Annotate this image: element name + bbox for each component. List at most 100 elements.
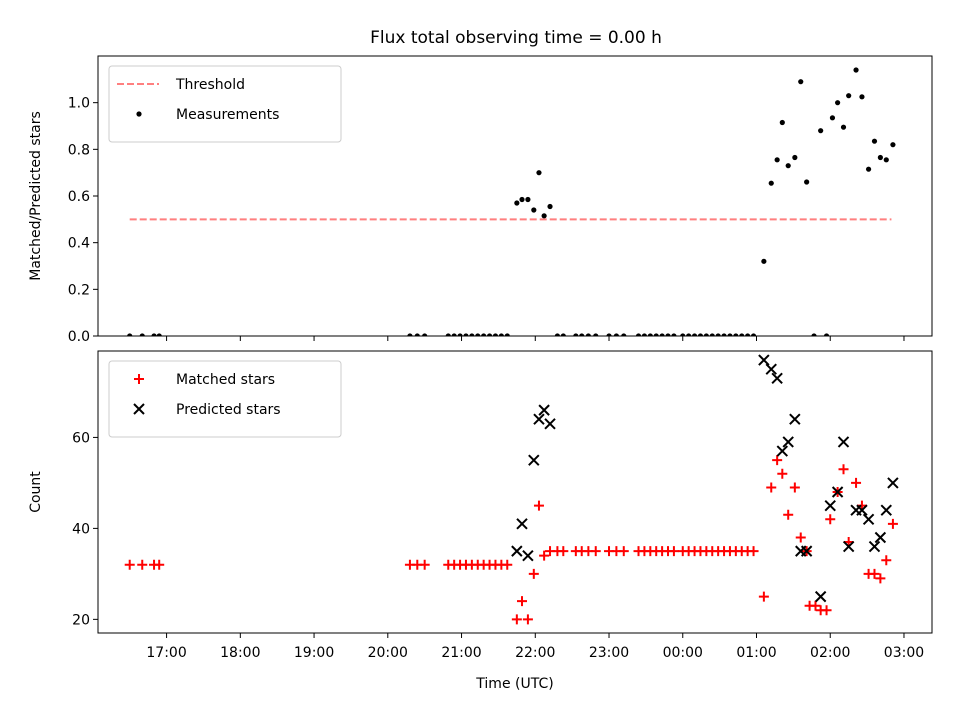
plot-area [124,354,899,625]
data-point [874,531,887,544]
count-panel: 17:00 18:00 19:00 20:00 21:00 22:00 23:00 00:00… [28,350,933,692]
y-tick-label: 1.0 [68,96,90,112]
data-point [766,482,777,493]
data-point [783,509,794,520]
legend-box [108,360,342,438]
legend-dot-swatch [136,111,142,117]
data-point [795,532,806,543]
data-point [880,504,892,516]
data-point [680,333,686,336]
data-point [779,119,785,126]
data-point [792,154,798,161]
data-point [451,333,457,336]
y-tick-label: 20 [72,612,90,628]
data-point [475,333,481,336]
data-point [522,549,534,562]
data-point [407,333,413,336]
data-point [789,413,801,425]
series-measurements [127,67,896,336]
legend-box [108,65,342,143]
data-point [868,540,881,553]
data-point [761,258,767,264]
data-point [613,333,619,336]
data-point [859,94,865,100]
data-point [124,559,135,570]
data-point [824,499,836,512]
data-point [517,596,528,607]
data-point [593,333,599,336]
data-point [481,333,487,336]
data-point [838,464,849,475]
y-tick-label: 60 [72,430,90,446]
data-point [528,454,540,466]
x-tick-label: 18:00 [220,645,260,661]
data-point [538,404,550,416]
data-point [511,545,523,557]
data-point [777,468,788,479]
data-point [547,203,553,210]
data-point [825,514,836,525]
data-point [771,372,783,384]
data-point [831,486,844,498]
data-point [533,500,544,511]
data-point [798,79,804,85]
data-point [785,163,791,169]
data-point [837,436,850,448]
x-tick-label: 01:00 [736,645,776,661]
data-point [579,333,585,336]
legend-label: Matched stars [176,372,275,388]
data-point [887,518,898,529]
data-point [498,333,504,336]
x-tick-label: 20:00 [368,645,408,661]
data-point [750,333,757,336]
data-point [765,363,777,375]
data-point [875,573,886,584]
data-point [539,550,550,561]
data-point [514,200,520,206]
data-point [419,559,430,570]
data-point [823,333,830,336]
axes-frame [97,55,933,337]
data-point [804,179,810,185]
data-point [486,333,493,336]
x-tick-label: 19:00 [294,645,334,661]
data-point [585,333,591,336]
data-point [457,333,463,336]
data-point [883,157,889,163]
data-point [745,333,751,336]
data-point [776,445,789,457]
data-point [818,128,824,134]
data-point [558,546,569,557]
data-point [647,333,653,336]
legend: Threshold Measurements [108,65,342,143]
data-point [856,504,868,516]
data-point [715,333,721,336]
data-point [463,333,469,336]
data-point [800,545,813,557]
data-point [641,333,648,336]
data-point [469,333,475,336]
legend-plus-swatch [134,374,144,384]
data-point [727,333,733,336]
data-point [590,546,601,557]
data-point [821,605,832,616]
data-point [519,196,525,203]
data-point [835,100,841,106]
legend-label: Predicted stars [176,402,281,418]
x-tick-label: 00:00 [663,645,703,661]
data-point [772,455,783,466]
data-point [691,333,698,336]
data-point [525,196,531,203]
data-point [865,166,872,172]
data-point [846,93,852,99]
figure-title: Flux total observing time = 0.00 h [370,28,662,48]
data-point [842,540,855,553]
data-point [154,559,165,570]
data-point [671,333,677,336]
data-point [445,333,451,336]
x-tick-label: 22:00 [515,645,555,661]
data-point [748,546,759,557]
data-point [668,546,679,557]
legend-label: Measurements [176,107,279,123]
data-point [758,354,770,366]
